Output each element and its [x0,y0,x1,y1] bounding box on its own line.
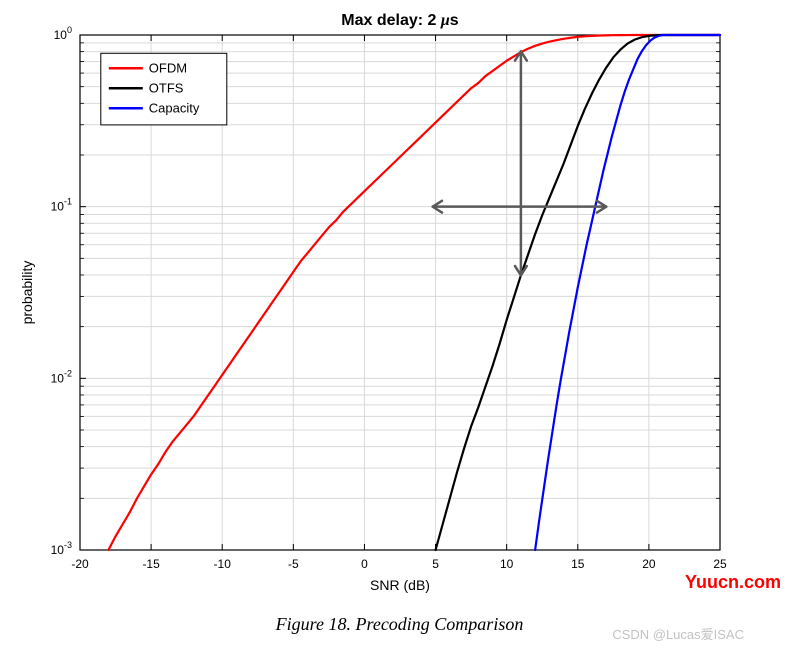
svg-text:SNR (dB): SNR (dB) [370,577,430,593]
svg-text:10-1: 10-1 [51,197,72,214]
svg-text:OFDM: OFDM [149,60,187,75]
svg-text:-5: -5 [288,557,299,571]
svg-text:10-3: 10-3 [51,540,72,557]
svg-text:15: 15 [571,557,585,571]
svg-text:-15: -15 [142,557,160,571]
svg-text:OTFS: OTFS [149,80,184,95]
svg-text:-10: -10 [214,557,232,571]
svg-text:20: 20 [642,557,656,571]
svg-text:5: 5 [432,557,439,571]
svg-text:Max delay: 2 μs: Max delay: 2 μs [341,12,459,29]
svg-text:0: 0 [361,557,368,571]
svg-text:25: 25 [713,557,727,571]
precoding-chart: 10-3 10-2 10-1 100 -20 -15 -10 -5 0 5 10 15 20 25 SNR … [0,0,799,610]
watermark-1: CSDN @Lucas爱ISAC [612,624,744,643]
svg-text:probability: probability [19,261,35,325]
svg-text:-20: -20 [71,557,89,571]
svg-text:10-2: 10-2 [51,368,72,385]
svg-text:10: 10 [500,557,514,571]
svg-text:Capacity: Capacity [149,100,200,115]
watermark-0: Yuucn.com [685,572,781,593]
svg-text:100: 100 [54,25,72,42]
